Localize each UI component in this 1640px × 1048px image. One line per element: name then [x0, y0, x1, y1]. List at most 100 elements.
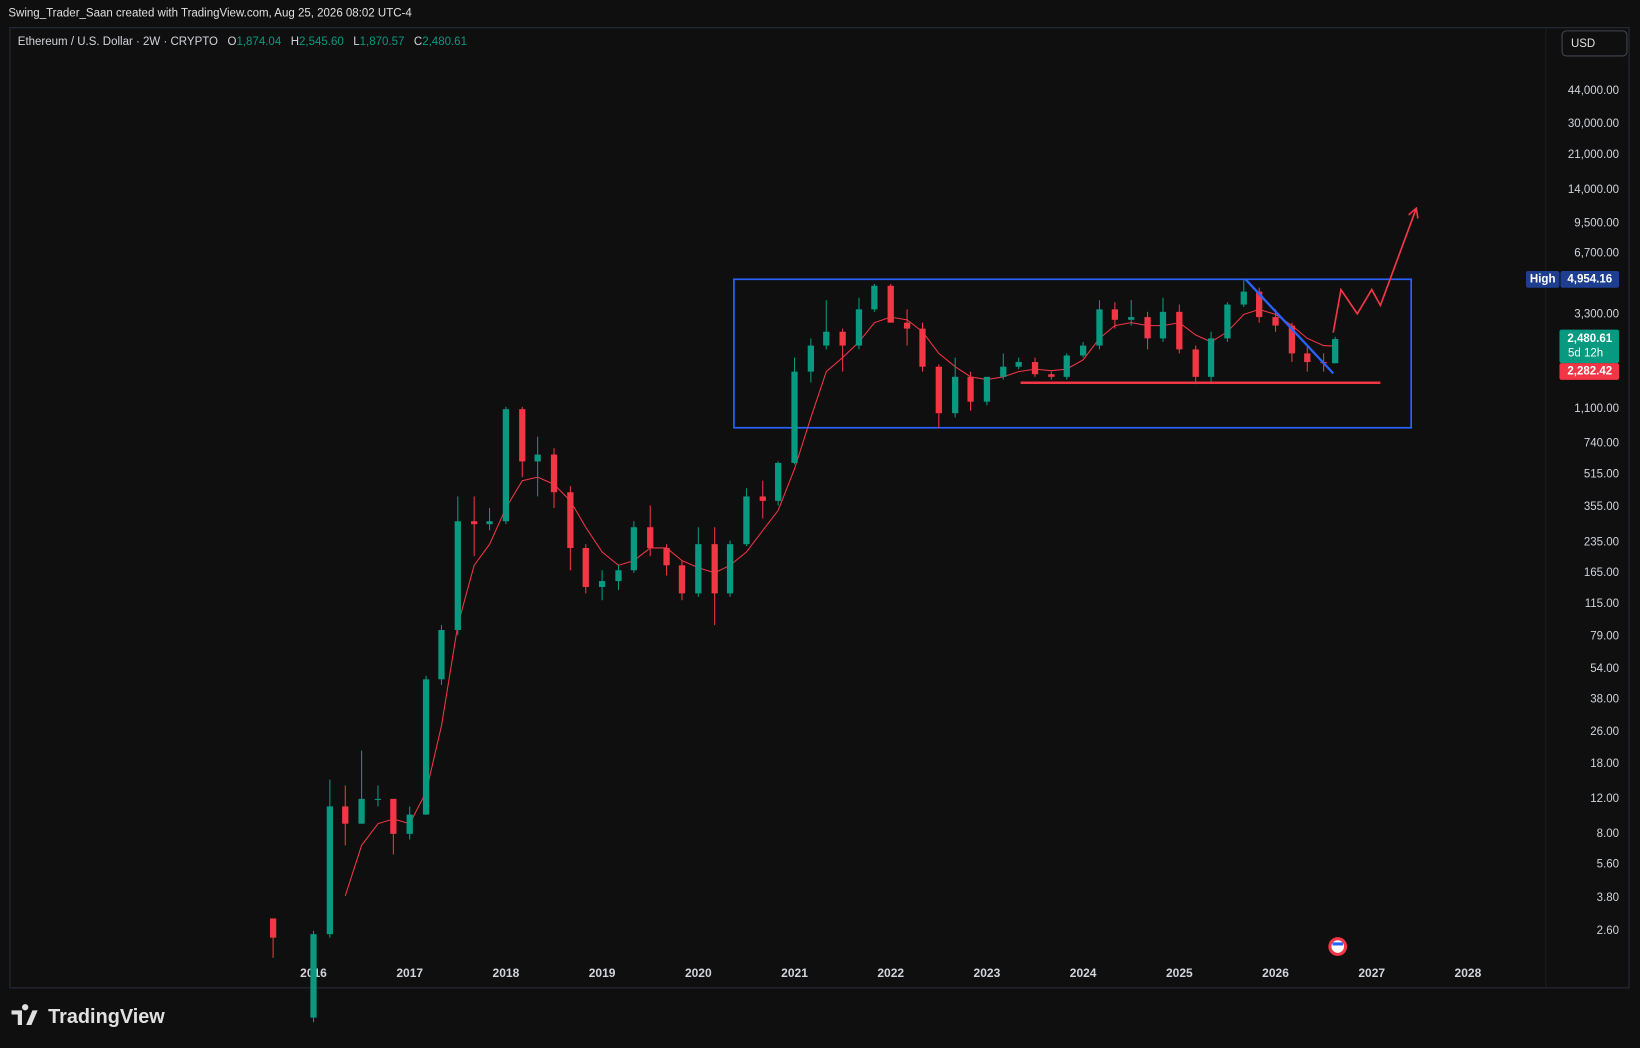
- trendline: [1244, 278, 1335, 375]
- candle-body: [454, 521, 461, 631]
- range-box: [733, 278, 1413, 429]
- candle-body: [1015, 362, 1022, 367]
- brand-logo: TradingView: [11, 1004, 165, 1028]
- candle-body: [759, 496, 766, 501]
- y-tick-label: 21,000.00: [1568, 149, 1619, 161]
- button-frame[interactable]: [1561, 30, 1628, 57]
- flag-stripe[interactable]: [1332, 942, 1343, 946]
- button-label[interactable]: USD: [1571, 38, 1595, 50]
- x-tick-label: 2022: [877, 966, 904, 980]
- ma-price-value: 2,282.42: [1567, 365, 1612, 377]
- y-tick-label: 14,000.00: [1568, 184, 1619, 196]
- candle-body: [1288, 325, 1296, 354]
- candle-body: [839, 331, 846, 346]
- candle-body: [567, 492, 574, 548]
- candle-body: [1144, 317, 1151, 339]
- candle-body: [1240, 291, 1247, 305]
- candle-body: [711, 544, 718, 594]
- candle-body: [807, 345, 815, 372]
- candle-body: [1207, 338, 1215, 377]
- y-tick-label: 9,500.00: [1574, 217, 1619, 229]
- candle-body: [534, 454, 541, 462]
- candle-body: [630, 527, 637, 571]
- candle-body: [855, 309, 863, 346]
- candle-body: [1332, 339, 1339, 364]
- x-tick-label: 2028: [1455, 966, 1482, 980]
- y-tick-label: 26.00: [1590, 726, 1619, 738]
- candle-body: [775, 462, 782, 501]
- candle-body: [438, 630, 445, 680]
- candle-body: [326, 806, 333, 935]
- x-tick-label: 2021: [781, 966, 808, 980]
- legend-value: 2,545.60: [299, 36, 344, 48]
- x-tick-label: 2027: [1358, 966, 1385, 980]
- y-tick-label: 30,000.00: [1568, 118, 1619, 130]
- high-label-tag: [1525, 271, 1560, 288]
- candle-body: [919, 328, 926, 367]
- flag-icon[interactable]: [1331, 940, 1344, 953]
- candle-body: [1031, 362, 1039, 375]
- header-text: Swing_Trader_Saan created with TradingVi…: [8, 8, 412, 20]
- candle-body: [374, 798, 382, 800]
- y-tick-label: 38.00: [1590, 693, 1619, 705]
- x-tick-label: 2023: [974, 966, 1001, 980]
- candle-body: [1096, 309, 1103, 346]
- candle-body: [663, 547, 670, 566]
- logo-mark: [11, 1004, 38, 1025]
- candle-body: [871, 285, 878, 310]
- countdown: 5d 12h: [1568, 348, 1603, 360]
- plot: 44,000.00 30,000.00 21,000.00 14,000.00 9,50…: [269, 85, 1620, 1023]
- candle-body: [358, 798, 365, 824]
- candle-body: [1079, 345, 1087, 356]
- legend-key: O: [228, 36, 237, 48]
- x-tick-label: 2019: [589, 966, 616, 980]
- candle-body: [1304, 353, 1311, 363]
- y-tick-label: 1,100.00: [1574, 403, 1619, 415]
- brand-name: TradingView: [48, 1006, 165, 1028]
- legend-key: L: [353, 36, 360, 48]
- candle-body: [342, 806, 349, 824]
- legend-value: 1,874.04: [236, 36, 281, 48]
- x-tick-label: 2025: [1166, 966, 1193, 980]
- x-tick-label: 2018: [493, 966, 520, 980]
- candle-body: [406, 814, 413, 834]
- candle-body: [1256, 291, 1263, 318]
- candle-body: [726, 544, 734, 594]
- candle-body: [743, 496, 750, 545]
- y-tick-label: 355.00: [1584, 501, 1619, 513]
- candle-body: [1128, 317, 1135, 320]
- projection-path: [1332, 209, 1416, 333]
- candle-body: [647, 527, 654, 548]
- y-tick-label: 44,000.00: [1568, 85, 1619, 97]
- candle-body: [486, 521, 493, 525]
- candle-body: [1272, 317, 1279, 326]
- y-tick-label: 12.00: [1590, 793, 1619, 805]
- chart-panel: [9, 27, 1630, 989]
- candle-body: [935, 366, 942, 414]
- candle-body: [967, 376, 974, 402]
- candle-body: [903, 322, 911, 329]
- event-flag[interactable]: [1328, 937, 1348, 956]
- candle-body: [269, 918, 277, 938]
- legend-key: C: [414, 36, 422, 48]
- currency-button[interactable]: USD: [1561, 30, 1628, 57]
- candle-body: [550, 454, 558, 493]
- y-tick-label: 115.00: [1585, 598, 1619, 610]
- high-label-value: 4,954.16: [1567, 273, 1612, 285]
- candle-body: [695, 544, 702, 594]
- x-tick-label: 2026: [1262, 966, 1289, 980]
- candle-body: [1224, 304, 1231, 339]
- x-tick-label: 2017: [396, 966, 423, 980]
- candle-body: [1048, 374, 1055, 377]
- y-tick-label: 3.80: [1597, 892, 1619, 904]
- x-tick-label: 2020: [685, 966, 712, 980]
- candle-body: [791, 371, 798, 463]
- x-tick-label: 2024: [1070, 966, 1097, 980]
- y-tick-label: 79.00: [1590, 630, 1619, 642]
- y-tick-label: 18.00: [1590, 758, 1619, 770]
- candle-body: [887, 285, 894, 323]
- y-tick-label: 3,300.00: [1574, 308, 1619, 320]
- y-tick-label: 235.00: [1584, 536, 1619, 548]
- y-tick-label: 6,700.00: [1574, 247, 1619, 259]
